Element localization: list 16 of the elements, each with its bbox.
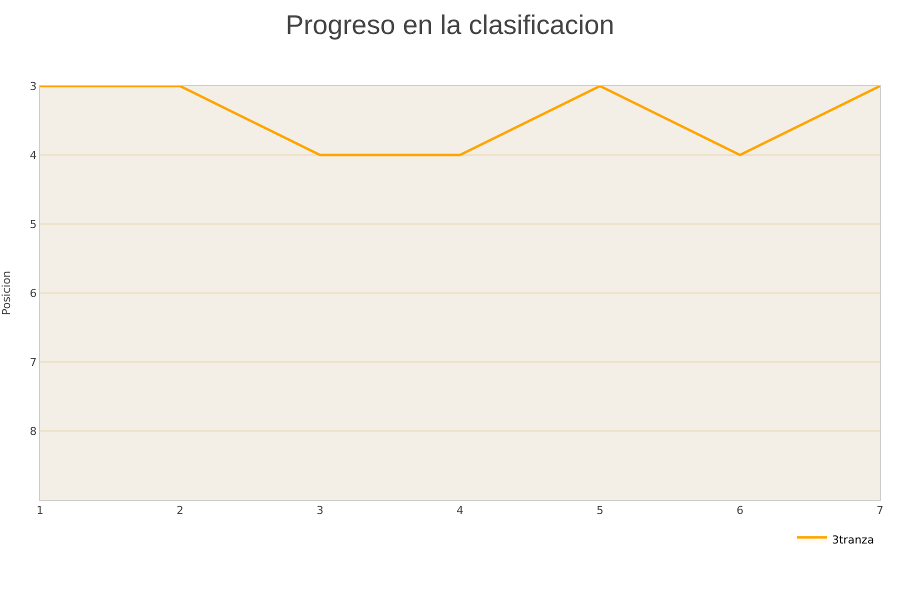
x-tick-label: 1 — [36, 504, 44, 518]
y-tick-label: 7 — [30, 356, 37, 369]
y-tick-label: 4 — [30, 148, 37, 162]
y-tick-label: 8 — [30, 424, 37, 438]
x-tick-label: 6 — [736, 504, 744, 518]
chart-title: Progreso en la clasificacion — [286, 10, 614, 40]
x-tick-label: 2 — [176, 504, 184, 518]
y-tick-label: 6 — [30, 286, 37, 300]
x-tick-label: 4 — [456, 504, 464, 518]
legend-label: 3tranza — [832, 534, 874, 547]
x-tick-label: 7 — [876, 504, 884, 518]
y-axis-title: Posicion — [0, 270, 13, 316]
x-tick-label: 3 — [316, 504, 324, 518]
y-tick-label: 3 — [30, 80, 37, 93]
x-tick-label: 5 — [596, 504, 604, 518]
y-tick-label: 5 — [30, 218, 37, 231]
